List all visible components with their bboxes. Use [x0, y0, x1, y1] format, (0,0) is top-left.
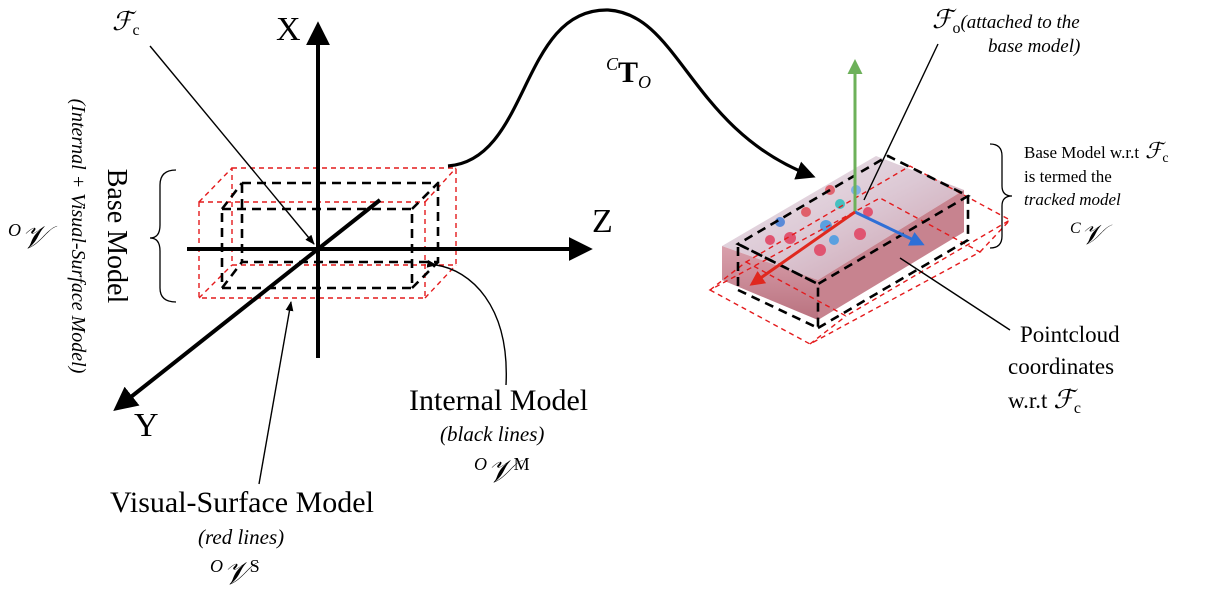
- transform-label: CTO: [606, 54, 651, 92]
- object-frame-red-axis: [749, 210, 856, 286]
- camera-frame-label: ℱc: [112, 7, 140, 39]
- svg-text:w.r.tℱc: w.r.t ℱc: [1008, 385, 1081, 417]
- svg-text:Base Model w.r.tℱc: Base Model w.r.t ℱc: [1024, 139, 1169, 166]
- tracked-model-text: Base Model w.r.t ℱc is termed the tracked…: [1024, 139, 1169, 251]
- y-axis-label: Y: [134, 407, 159, 444]
- object-frame-pointer: [863, 43, 939, 201]
- svg-text:ℱo(attached to the: ℱo(attached to the: [932, 5, 1080, 37]
- internal-model-title: Internal Model: [409, 384, 588, 417]
- svg-text:C𝒱: C𝒱: [1070, 218, 1113, 251]
- visual-surface-model-box: [198, 167, 457, 299]
- pointcloud-object: [722, 156, 964, 320]
- svg-text:(Internal + Visual-Surface Mod: (Internal + Visual-Surface Model): [67, 99, 89, 374]
- camera-frame-pointer: [149, 45, 315, 245]
- svg-text:O𝒱S: O𝒱S: [210, 554, 260, 590]
- svg-text:base model): base model): [988, 36, 1080, 57]
- object-dots: [765, 185, 873, 256]
- svg-text:O𝒱: O𝒱: [8, 218, 58, 256]
- svg-text:is termed the: is termed the: [1024, 167, 1112, 186]
- visual-surface-model-pointer: [258, 301, 294, 485]
- object-frame-label: ℱo(attached to the base model): [932, 5, 1080, 57]
- base-model-brace: [149, 169, 177, 303]
- svg-text:Base Model: Base Model: [101, 169, 132, 304]
- svg-text:Pointcloud: Pointcloud: [1020, 322, 1120, 347]
- object-side-face: [818, 190, 964, 320]
- internal-model-note: (black lines): [440, 422, 544, 446]
- svg-text:tracked model: tracked model: [1024, 190, 1121, 209]
- internal-model-pointer: [426, 259, 507, 386]
- pointcloud-text: Pointcloud coordinates w.r.t ℱc: [1008, 322, 1120, 417]
- z-axis-label: Z: [592, 203, 613, 240]
- internal-model-box: [220, 181, 440, 290]
- object-front-face: [722, 246, 818, 320]
- y-axis-line: [113, 198, 382, 411]
- coordinate-axes: [113, 21, 593, 411]
- visual-surface-model-note: (red lines): [198, 525, 284, 549]
- visual-surface-model-symbol: O𝒱S: [210, 554, 260, 590]
- x-axis-label: X: [276, 11, 301, 48]
- svg-text:CTO: CTO: [606, 54, 651, 92]
- visual-surface-model-title: Visual-Surface Model: [110, 486, 374, 519]
- object-frame-blue-axis: [854, 210, 925, 246]
- svg-text:O𝒱M: O𝒱M: [474, 452, 530, 490]
- internal-model-symbol: O𝒱M: [474, 452, 530, 490]
- base-model-symbol: O𝒱: [8, 218, 58, 256]
- svg-text:ℱc: ℱc: [112, 7, 140, 39]
- tracked-model-brace: [989, 143, 1013, 249]
- pointcloud-pointer: [899, 257, 1011, 331]
- base-model-subtitle: (Internal + Visual-Surface Model): [67, 99, 89, 374]
- transform-curve-arrow: [447, 8, 816, 180]
- base-model-title: Base Model: [101, 169, 132, 304]
- tracked-black-box: [735, 154, 971, 331]
- svg-text:coordinates: coordinates: [1008, 354, 1114, 379]
